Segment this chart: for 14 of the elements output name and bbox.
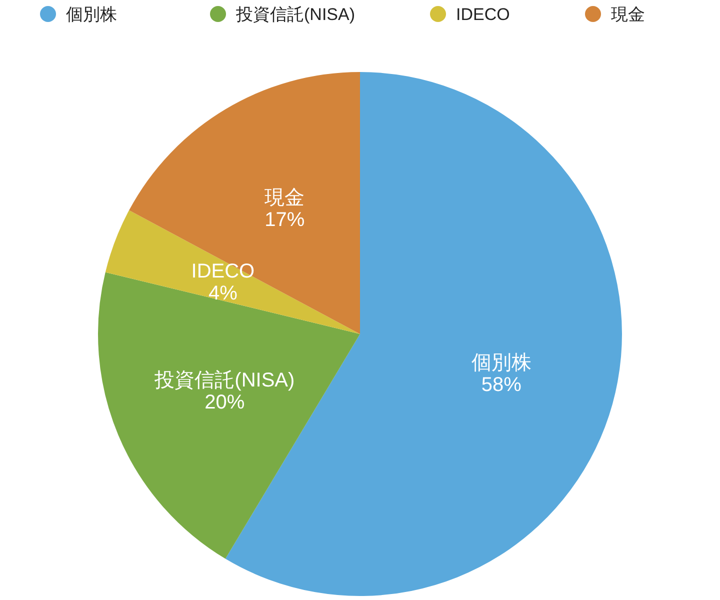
slice-label: 個別株	[471, 352, 532, 374]
slice-label: IDECO	[191, 260, 255, 283]
legend-label: IDECO	[456, 5, 510, 24]
data-label: 20%	[204, 392, 245, 414]
legend-label: 投資信託(NISA)	[235, 5, 355, 24]
data-label: 4%	[208, 282, 238, 305]
legend-label: 個別株	[66, 5, 117, 24]
slice-label: 現金	[264, 187, 305, 210]
pie-slice	[105, 210, 360, 334]
data-label: 58%	[481, 374, 522, 396]
data-label: 17%	[264, 209, 305, 232]
legend-label: 現金	[611, 5, 645, 24]
slice-label: 投資信託(NISA)	[154, 370, 295, 392]
pie-slice	[129, 72, 360, 334]
